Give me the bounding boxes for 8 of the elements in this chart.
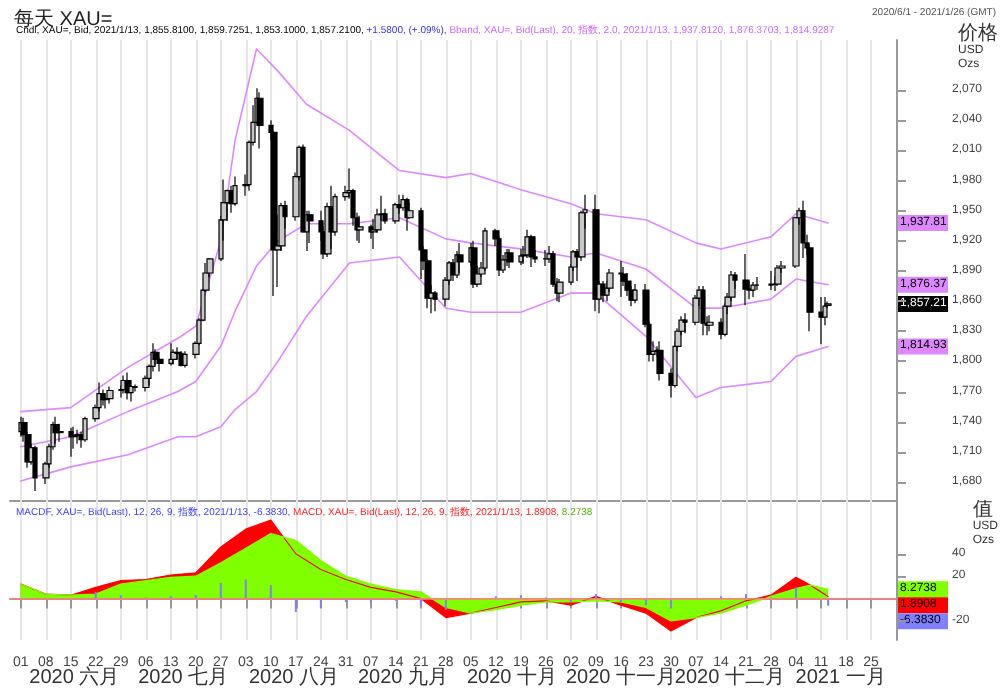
text: 2020 十二月: [674, 665, 785, 689]
text: 2020 十月: [466, 665, 557, 689]
text: 2020 六月: [29, 665, 120, 689]
text: 2020 七月: [138, 665, 229, 689]
text: 2020 九月: [357, 665, 449, 689]
text: 2021 一月: [795, 667, 886, 689]
text: 2020 十一月: [565, 665, 676, 689]
text: 2020 八月: [248, 667, 340, 689]
